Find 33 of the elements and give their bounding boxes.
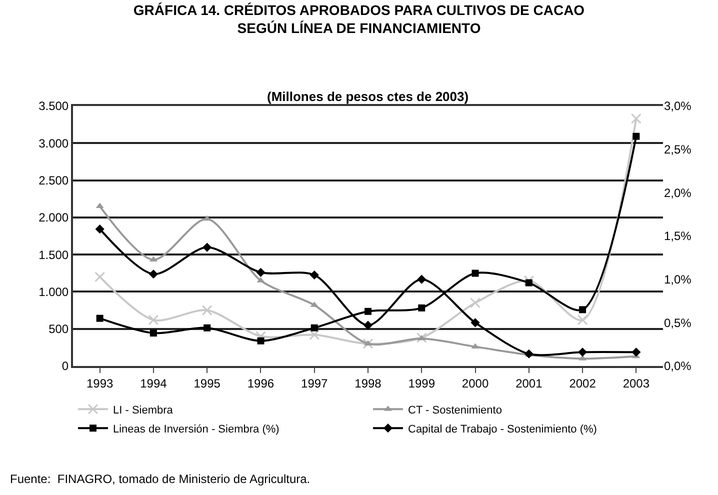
x-tick-label: 1997 — [301, 376, 328, 390]
x-tick-label: 2002 — [569, 376, 596, 390]
y-tick-label: 1.000 — [38, 284, 69, 299]
x-tick-label: 2000 — [462, 376, 489, 390]
y-tick-label: 2.500 — [38, 173, 69, 188]
y-tick-label: 0 — [62, 359, 69, 374]
y2-tick-label: 1,0% — [664, 272, 692, 287]
y2-tick-label: 3,0% — [664, 99, 692, 114]
legend-label: CT - Sostenimiento — [408, 404, 502, 416]
y2-tick-label: 2,0% — [664, 186, 692, 200]
legend-label: LI - Siembra — [113, 404, 174, 416]
y2-tick-label: 0,0% — [664, 359, 692, 374]
legend-label: Lineas de Inversión - Siembra (%) — [113, 423, 280, 436]
y-tick-label: 3.500 — [38, 99, 69, 114]
x-tick-label: 1995 — [194, 376, 221, 390]
y-tick-label: 500 — [48, 322, 69, 336]
chart-subtitle: (Millones de pesos ctes de 2003) — [267, 89, 469, 104]
source-note: Fuente: FINAGRO, tomado de Ministerio de Agricultura. — [10, 472, 310, 486]
y2-tick-label: 2,5% — [664, 142, 692, 157]
y2-tick-label: 0,5% — [664, 316, 692, 330]
x-tick-label: 2001 — [516, 376, 543, 390]
x-tick-label: 1998 — [354, 376, 382, 390]
legend-label: Capital de Trabajo - Sostenimiento (%) — [408, 423, 597, 436]
y-tick-label: 1.500 — [38, 248, 69, 262]
x-tick-label: 1999 — [408, 376, 436, 390]
y-tick-label: 2.000 — [38, 210, 69, 225]
x-tick-label: 2003 — [622, 376, 650, 390]
x-tick-label: 1996 — [247, 376, 274, 390]
x-tick-label: 1993 — [86, 376, 114, 390]
chart-title: GRÁFICA 14. CRÉDITOS APROBADOS PARA CULTIVOS DE CACAO SEGÚN LÍNEA DE FINANCIAMIENTO — [133, 2, 585, 36]
x-tick-label: 1994 — [140, 376, 168, 390]
y-tick-label: 3.000 — [38, 136, 69, 150]
y2-tick-label: 1,5% — [664, 229, 692, 244]
